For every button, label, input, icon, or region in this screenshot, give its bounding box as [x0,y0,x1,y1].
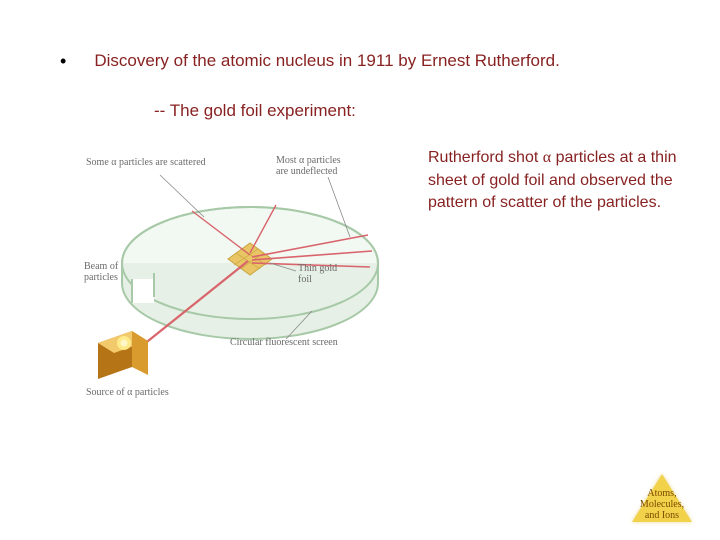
label-scattered: Some α particles are scattered [86,157,206,168]
label-source: Source of α particles [86,387,169,398]
screen-opening [132,279,154,303]
slide: • Discovery of the atomic nucleus in 191… [0,0,720,540]
footer-line2: Molecules, [626,499,698,510]
diagram: Some α particles are scattered Most α pa… [80,143,410,413]
label-screen: Circular fluorescent screen [230,337,338,348]
footer-line3: and Ions [626,510,698,521]
footer-line1: Atoms, [626,488,698,499]
footer-text: Atoms, Molecules, and Ions [626,488,698,521]
alpha-symbol: α [543,149,551,166]
subheading-text: -- The gold foil experiment: [154,101,680,121]
label-undeflected-2: are undeflected [276,166,337,177]
content-row: Some α particles are scattered Most α pa… [60,143,680,413]
bullet-row: • Discovery of the atomic nucleus in 191… [60,50,680,73]
label-beam-1: Beam of [84,261,118,272]
description-text: Rutherford shot α particles at a thin sh… [428,143,680,214]
desc-pre: Rutherford shot [428,149,543,166]
bullet-dot: • [60,50,66,73]
label-foil-2: foil [298,274,312,285]
label-foil-1: Thin gold [298,263,337,274]
source-icon [98,331,148,379]
label-undeflected-1: Most α particles [276,155,341,166]
gold-foil-svg [80,143,410,413]
footer-badge: Atoms, Molecules, and Ions [626,474,698,522]
label-beam-2: particles [84,272,118,283]
heading-text: Discovery of the atomic nucleus in 1911 … [94,50,560,73]
leader-scattered [160,175,204,217]
